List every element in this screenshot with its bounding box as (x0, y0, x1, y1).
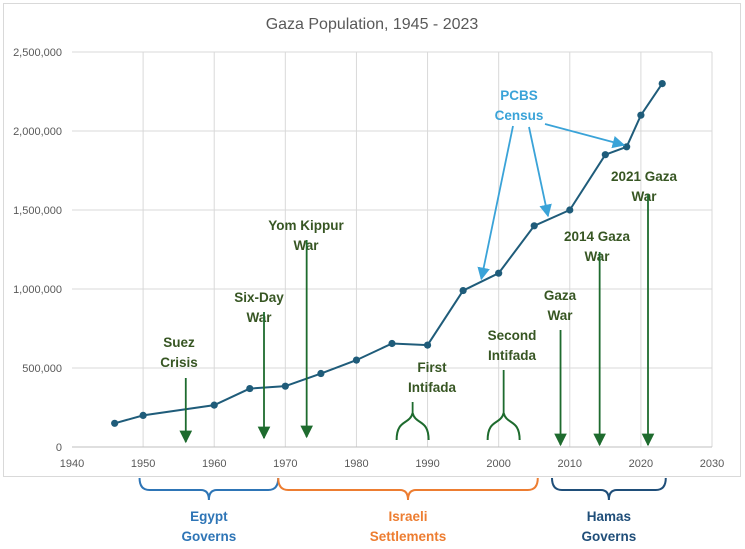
x-tick-label: 1940 (60, 458, 84, 470)
y-tick-label: 2,500,000 (13, 47, 62, 59)
data-point (352, 356, 361, 364)
data-point (210, 401, 218, 409)
x-tick-label: 2020 (629, 458, 653, 470)
census-label-line: Census (495, 108, 544, 123)
event-label-line: Crisis (160, 355, 198, 370)
event-label: 2014 Gaza War (564, 229, 631, 264)
periods-group: Egypt Governs Israeli Settlements Hamas Gover… (138, 477, 667, 544)
period-label-line: Governs (181, 529, 236, 544)
data-point (317, 369, 325, 378)
event-label-line: Intifada (488, 348, 536, 363)
period-label-line: Hamas (587, 509, 631, 524)
event-label: Six-Day War (234, 290, 284, 325)
chart-frame (3, 3, 741, 477)
period-brace (551, 477, 667, 501)
annotations-group: Suez Crisis Six-Day War Yom Kippur War First In… (160, 169, 678, 447)
period-label: Israeli Settlements (370, 509, 447, 544)
census-arrow (477, 125, 514, 281)
x-tick-label: 2030 (700, 458, 724, 470)
data-point (423, 341, 432, 349)
event-label-line: Suez (163, 335, 195, 350)
event-label-line: 2021 Gaza (611, 169, 678, 184)
data-point (388, 339, 396, 348)
census-label: PCBS Census (495, 88, 544, 123)
data-point (530, 222, 538, 230)
event-label-line: First (417, 360, 447, 375)
period-label: Hamas Governs (581, 509, 636, 544)
event-label-line: Six-Day (234, 290, 284, 305)
event-label-line: Gaza (544, 288, 577, 303)
census-annotation: PCBS Census (477, 88, 626, 281)
event-label: Suez Crisis (160, 335, 198, 370)
data-point (459, 286, 467, 295)
period-brace (277, 477, 539, 501)
y-tick-label: 500,000 (22, 363, 62, 375)
grid (72, 51, 713, 447)
data-point (637, 111, 645, 119)
data-point (601, 151, 609, 159)
period-label-line: Governs (581, 529, 636, 544)
event-label-line: Second (488, 328, 537, 343)
x-tick-label: 1960 (202, 458, 226, 470)
data-point (566, 206, 574, 214)
period-label-line: Egypt (190, 509, 228, 524)
y-tick-label: 1,000,000 (13, 284, 62, 296)
census-arrow (544, 123, 626, 149)
census-label-line: PCBS (500, 88, 538, 103)
event-label-line: War (631, 189, 657, 204)
data-point (658, 80, 666, 88)
event-label-line: Yom Kippur (268, 218, 344, 233)
data-point (246, 384, 254, 393)
x-tick-label: 2010 (558, 458, 582, 470)
event-label-line: War (547, 308, 573, 323)
event-brace (395, 412, 430, 441)
event-label-line: Intifada (408, 380, 456, 395)
x-tick-label: 1970 (273, 458, 297, 470)
event-label-line: 2014 Gaza (564, 229, 631, 244)
census-arrow (528, 126, 552, 218)
y-tick-label: 0 (56, 442, 62, 454)
event-brace (486, 412, 521, 441)
period-label-line: Israeli (388, 509, 427, 524)
period-label-line: Settlements (370, 529, 447, 544)
x-tick-label: 1990 (415, 458, 439, 470)
period-label: Egypt Governs (181, 509, 236, 544)
axes: 0 500,000 1,000,000 1,500,000 2,000,000 2,500… (13, 47, 724, 470)
event-label: Gaza War (544, 288, 577, 323)
y-tick-label: 2,000,000 (13, 126, 62, 138)
x-tick-label: 1950 (131, 458, 155, 470)
chart-title: Gaza Population, 1945 - 2023 (266, 16, 479, 33)
period-brace (138, 477, 280, 501)
event-label: First Intifada (408, 360, 456, 395)
x-tick-label: 1980 (344, 458, 368, 470)
series-group (111, 80, 666, 427)
data-point (139, 411, 147, 419)
event-label: 2021 Gaza War (611, 169, 678, 204)
y-tick-label: 1,500,000 (13, 205, 62, 217)
series-line (114, 83, 664, 425)
data-point (495, 269, 503, 277)
x-tick-label: 2000 (486, 458, 510, 470)
data-point (111, 419, 119, 427)
data-point (281, 382, 289, 390)
event-label: Second Intifada (488, 328, 537, 363)
event-label-line: War (584, 249, 610, 264)
event-label-line: War (246, 310, 272, 325)
